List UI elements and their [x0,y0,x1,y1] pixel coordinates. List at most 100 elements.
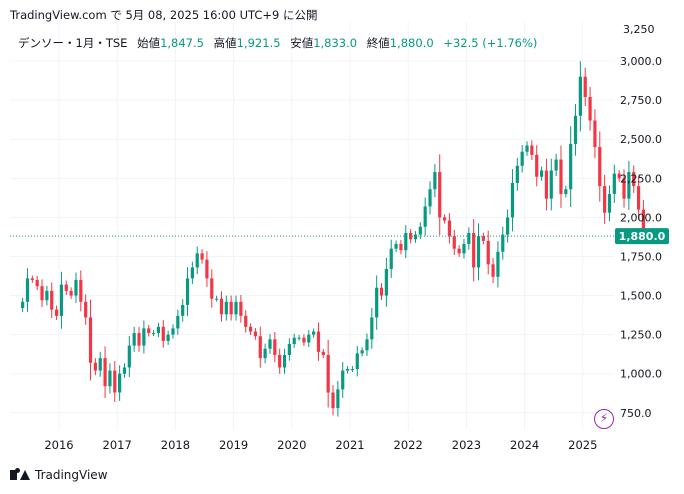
candle-body [282,354,287,368]
candle-body [501,234,505,252]
candle-body [50,290,54,310]
candle-body [248,326,253,332]
candle-body [316,331,321,352]
candle-body [476,236,481,268]
candle-body [278,354,282,368]
candle-body [506,217,510,235]
candle-body [229,301,233,315]
candle-body [263,348,267,359]
candle-body [559,159,563,194]
candle-body [215,298,219,300]
y-tick-label: 2,500.0 [620,133,662,146]
candle-body [428,189,432,207]
candle-body [447,220,452,237]
candle-body [161,326,165,341]
candle-body [127,345,131,368]
candle-body [394,243,398,249]
y-tick-label: 1,250.0 [620,329,662,342]
candle-body [307,334,311,343]
candle-body [258,336,262,359]
candle-body [413,234,418,240]
candle-body [452,236,456,249]
candle-body [156,326,161,334]
candle-body [302,337,306,343]
candle-body [350,369,355,371]
tradingview-logo-icon [10,468,30,482]
candles [10,61,655,417]
candle-body [54,309,59,316]
candle-body [409,233,413,240]
candle-body [268,339,272,349]
low-label: 安値 [290,36,314,50]
y-top-label: 3,250 [623,23,655,36]
candle-body [321,351,325,355]
candle-body [93,362,97,371]
y-tick-label: 2,000.0 [620,211,662,224]
candle-body [74,279,78,296]
high-label: 高値 [213,36,237,50]
last-price-label: 1,880.0 [619,230,666,243]
y-axis: 750.0 1,000.0 1,250.0 1,500.0 1,750.0 2,000.0… [615,23,669,420]
candle-body [573,115,578,144]
change-value: +32.5 (+1.76%) [443,36,538,50]
candle-body [355,353,359,370]
candle-body [69,290,73,296]
x-tick-label: 2022 [394,438,423,452]
candle-body [64,284,68,291]
candle-body [181,304,185,316]
candle-body [472,233,476,268]
candle-body [370,317,374,340]
y-tick-label: 2,750.0 [620,94,662,107]
candle-body [132,333,136,346]
candle-body [176,315,180,329]
candle-body [539,170,544,177]
candle-body [219,298,224,315]
x-tick-label: 2020 [277,438,306,452]
candle-body [515,165,519,184]
x-tick-label: 2018 [161,438,190,452]
footer-brand[interactable]: TradingView [10,468,108,482]
candle-body [200,253,204,260]
candle-body [253,331,258,337]
candle-body [122,367,127,374]
candle-body [438,172,442,218]
candle-body [25,278,30,302]
candle-body [185,278,190,305]
candle-body [510,183,515,218]
candle-body [525,145,529,152]
candle-body [331,392,335,409]
candle-body [287,344,291,355]
candle-body [593,120,597,148]
candle-body [205,259,209,279]
lightning-icon[interactable]: ⚡ [594,409,614,429]
candle-body [142,328,146,346]
candle-body [389,248,393,269]
candle-body [147,328,151,334]
candle-body [297,337,301,339]
candle-body [554,159,558,171]
candle-body [21,301,25,309]
candle-body [292,337,296,345]
candle-body [481,236,485,241]
y-tick-label: 1,750.0 [620,250,662,263]
candle-body [632,172,636,187]
candle-body [336,389,340,409]
candle-body [549,170,553,199]
publish-info: TradingView.com で 5月 08, 2025 16:00 UTC+… [10,8,318,22]
brand-name: TradingView [35,468,108,482]
candle-body [496,251,500,277]
candle-body [486,240,490,265]
low-value: 1,833.0 [313,36,358,50]
candle-body [598,147,602,187]
candle-body [641,209,646,232]
candle-body [418,226,422,235]
candle-body [40,286,44,301]
candle-body [273,339,277,355]
candle-body [137,333,141,346]
candle-body [98,358,102,371]
y-tick-label: 750.0 [620,407,652,420]
candle-body [326,354,330,393]
candle-body [360,350,364,354]
candle-body [622,178,626,199]
